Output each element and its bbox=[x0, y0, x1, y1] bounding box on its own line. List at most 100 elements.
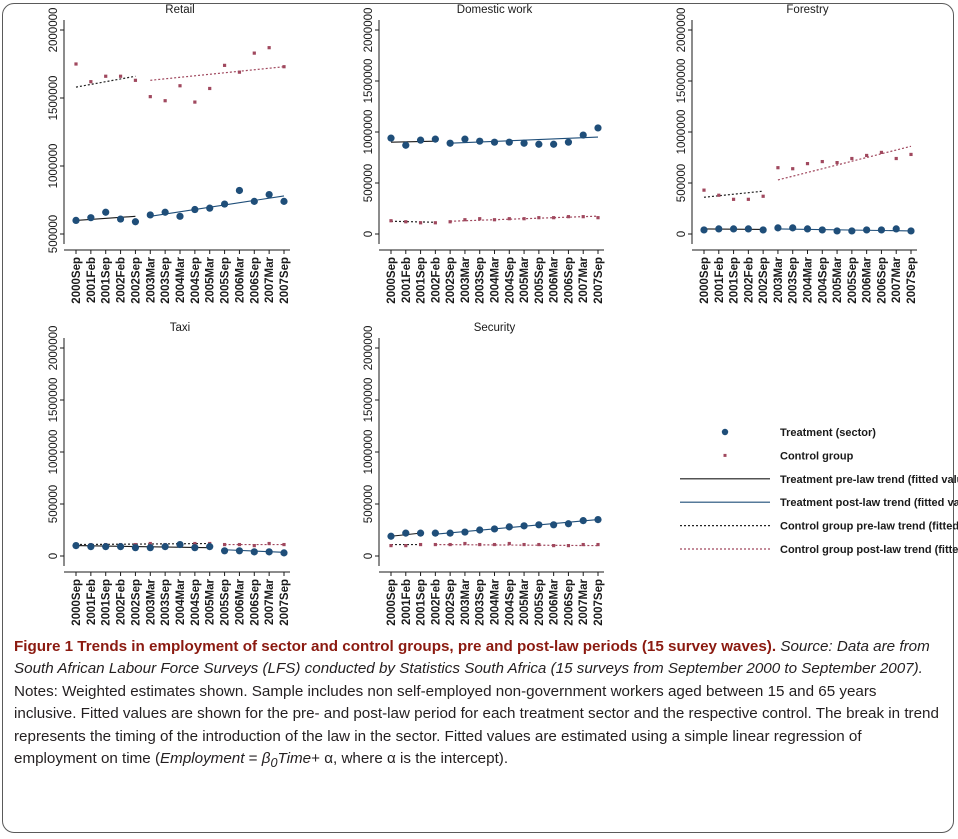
y-tick-label: 1000000 bbox=[363, 110, 375, 155]
x-tick-label: 2000Sep bbox=[386, 257, 398, 304]
y-tick-label: 2000000 bbox=[48, 8, 60, 53]
x-tick-label: 2003Mar bbox=[460, 578, 472, 625]
panel-title: Forestry bbox=[786, 4, 828, 16]
y-tick-label: 1500000 bbox=[676, 59, 688, 104]
x-tick-label: 2003Sep bbox=[475, 257, 487, 304]
treatment-point bbox=[729, 225, 738, 233]
y-tick-label: 1000000 bbox=[48, 144, 60, 189]
treatment-point bbox=[789, 224, 797, 232]
treatment-point bbox=[235, 547, 244, 555]
control-point bbox=[237, 70, 242, 74]
treatment-point bbox=[907, 227, 915, 235]
treatment-point bbox=[715, 225, 723, 233]
x-tick-label: 2004Mar bbox=[175, 256, 187, 303]
control-point bbox=[850, 156, 854, 161]
treatment-point bbox=[116, 215, 125, 223]
x-tick-label: 2001Feb bbox=[401, 579, 413, 625]
control-post-trend bbox=[435, 543, 599, 547]
treatment-point bbox=[191, 544, 199, 552]
legend-label: Control group bbox=[780, 450, 854, 462]
x-tick-label: 2007Mar bbox=[578, 256, 590, 303]
control-point bbox=[222, 542, 227, 547]
treatment-pre-trend bbox=[75, 545, 210, 549]
treatment-point bbox=[461, 528, 469, 536]
y-tick-label: 500000 bbox=[363, 164, 375, 202]
legend-label: Treatment (sector) bbox=[780, 427, 876, 439]
y-tick-label: 2000000 bbox=[363, 326, 375, 371]
x-tick-label: 2005Sep bbox=[220, 579, 232, 626]
control-point bbox=[463, 541, 467, 546]
treatment-point bbox=[265, 548, 273, 556]
treatment-point bbox=[774, 224, 782, 232]
control-point bbox=[731, 197, 736, 201]
x-tick-label: 2007Sep bbox=[593, 257, 605, 304]
control-point bbox=[418, 221, 423, 225]
x-tick-label: 2005Sep bbox=[847, 257, 859, 304]
treatment-point bbox=[206, 543, 214, 551]
control-point bbox=[267, 46, 271, 50]
y-tick-label: 1500000 bbox=[363, 378, 375, 423]
panel-title: Security bbox=[474, 322, 516, 334]
treatment-point bbox=[102, 208, 110, 216]
x-tick-label: 2007Mar bbox=[264, 578, 276, 625]
x-tick-label: 2004Sep bbox=[504, 579, 516, 626]
control-point bbox=[791, 167, 795, 171]
control-point bbox=[148, 95, 152, 99]
x-tick-label: 2003Sep bbox=[160, 257, 172, 304]
control-pre-trend bbox=[75, 542, 210, 546]
y-tick-label: 1000000 bbox=[363, 430, 375, 475]
treatment-point bbox=[759, 226, 767, 234]
treatment-point bbox=[161, 208, 169, 216]
treatment-point bbox=[446, 529, 454, 537]
treatment-point bbox=[431, 135, 439, 143]
x-tick-label: 2001Sep bbox=[416, 257, 428, 304]
x-tick-label: 2007Sep bbox=[279, 257, 291, 304]
control-point bbox=[222, 63, 227, 67]
treatment-point bbox=[87, 543, 95, 551]
control-point bbox=[552, 544, 556, 548]
control-point bbox=[133, 78, 138, 82]
treatment-point bbox=[818, 226, 826, 234]
x-tick-label: 2001Feb bbox=[401, 257, 413, 303]
treatment-point bbox=[87, 214, 95, 222]
y-tick-label: 500000 bbox=[48, 485, 60, 523]
caption-title: Figure 1 Trends in employment of sector … bbox=[14, 638, 777, 655]
treatment-post-trend bbox=[777, 228, 912, 232]
x-tick-label: 2003Sep bbox=[160, 579, 172, 626]
x-tick-label: 2002Sep bbox=[758, 257, 770, 304]
control-point bbox=[193, 100, 197, 104]
x-tick-label: 2006Sep bbox=[563, 257, 575, 304]
control-pre-trend bbox=[703, 190, 764, 198]
treatment-point bbox=[490, 138, 499, 146]
treatment-point bbox=[116, 543, 125, 551]
treatment-point bbox=[161, 543, 169, 551]
treatment-point bbox=[579, 131, 587, 139]
x-tick-label: 2001Sep bbox=[416, 579, 428, 626]
treatment-point bbox=[416, 529, 425, 537]
x-tick-label: 2004Sep bbox=[817, 257, 829, 304]
control-pre-trend bbox=[390, 220, 436, 223]
panel-title: Retail bbox=[165, 4, 194, 16]
control-point bbox=[178, 84, 182, 88]
treatment-point bbox=[416, 136, 425, 144]
treatment-point bbox=[402, 141, 410, 149]
treatment-point bbox=[446, 139, 454, 147]
control-point bbox=[761, 194, 765, 198]
x-tick-label: 2001Sep bbox=[729, 257, 741, 304]
x-tick-label: 2005Sep bbox=[534, 257, 546, 304]
y-tick-label: 2000000 bbox=[363, 8, 375, 53]
control-point bbox=[776, 166, 780, 170]
x-tick-label: 2007Mar bbox=[264, 256, 276, 303]
y-tick-label: 0 bbox=[676, 231, 688, 237]
control-point bbox=[596, 542, 600, 547]
treatment-point bbox=[700, 226, 708, 234]
control-point bbox=[566, 544, 571, 548]
x-tick-label: 2003Mar bbox=[460, 256, 472, 303]
treatment-point bbox=[535, 521, 543, 529]
caption-notes: Notes: Weighted estimates shown. Sample … bbox=[14, 682, 939, 768]
control-point bbox=[148, 541, 152, 546]
control-point bbox=[552, 216, 556, 220]
x-tick-label: 2006Mar bbox=[234, 578, 246, 625]
x-tick-label: 2000Sep bbox=[71, 257, 83, 304]
x-tick-label: 2002Sep bbox=[445, 579, 457, 626]
